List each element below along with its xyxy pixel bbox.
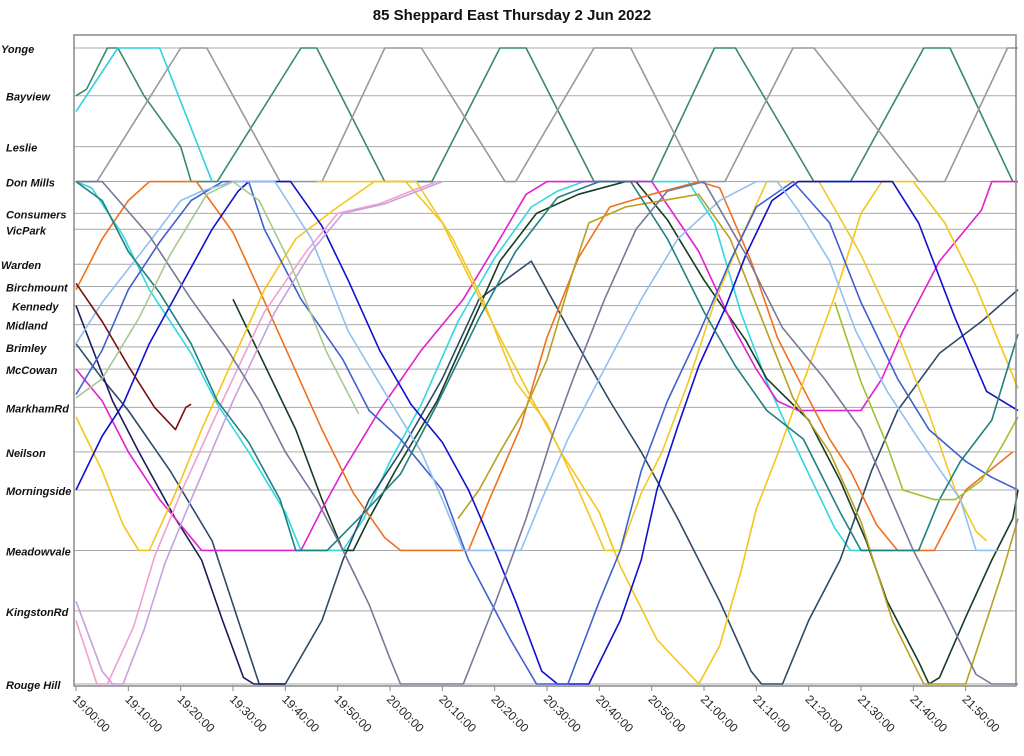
- vehicle-trace-2: [76, 47, 1018, 183]
- vehicle-trace-3: [75, 47, 213, 182]
- stop-label: Neilson: [6, 448, 46, 460]
- vehicle-trace-10: [75, 180, 1019, 685]
- x-tick-label: 21:30:00: [855, 692, 898, 735]
- x-tick-label: 19:20:00: [175, 692, 218, 735]
- x-tick-label: 21:10:00: [750, 692, 793, 735]
- vehicle-trace-14: [75, 180, 1019, 685]
- x-tick-label: 21:20:00: [803, 692, 846, 735]
- x-tick-label: 21:40:00: [907, 692, 950, 735]
- stop-label: Birchmount: [6, 283, 69, 295]
- stop-label: MarkhamRd: [6, 403, 69, 415]
- vehicle-trace-21: [834, 302, 1019, 501]
- x-tick-label: 20:00:00: [384, 692, 427, 735]
- stop-label: Brimley: [6, 343, 47, 355]
- vehicle-trace-8: [75, 180, 1018, 552]
- x-tick-label: 21:00:00: [698, 692, 741, 735]
- vehicle-trace-15: [75, 180, 998, 552]
- vehicle-trace-13: [75, 180, 1019, 685]
- stop-label: Rouge Hill: [6, 680, 61, 692]
- stop-labels: Yonge Bayview Leslie Don Mills Consumers VicP…: [1, 44, 71, 692]
- vehicle-trace-20: [75, 282, 192, 431]
- vehicle-trace-4: [75, 180, 893, 552]
- stop-label: McCowan: [6, 365, 58, 377]
- plot-frame: [73, 34, 1017, 687]
- stop-label: VicPark: [6, 225, 47, 237]
- x-tick-label: 19:10:00: [122, 692, 165, 735]
- stop-label: Bayview: [6, 92, 51, 104]
- stop-label: Yonge: [1, 44, 34, 56]
- x-tick-label: 20:20:00: [489, 692, 532, 735]
- stop-label: Kennedy: [12, 302, 59, 314]
- vehicle-trace-1: [75, 47, 1014, 183]
- vehicle-trace-16: [75, 180, 438, 685]
- vehicle-trace-9: [75, 180, 1014, 552]
- stop-label: Morningside: [6, 486, 71, 498]
- vehicle-trace-18: [75, 180, 1019, 552]
- x-tick-label: 20:10:00: [436, 692, 479, 735]
- vehicle-trace-7: [232, 180, 1019, 685]
- vehicle-trace-5: [75, 260, 1019, 685]
- vehicle-trace-6: [75, 305, 286, 685]
- stop-label: Meadowvale: [6, 546, 71, 558]
- x-tick-label: 20:50:00: [646, 692, 689, 735]
- stop-label: Midland: [6, 321, 48, 333]
- vehicle-traces: [75, 47, 1019, 685]
- x-tick-label: 19:40:00: [279, 692, 322, 735]
- stop-label: KingstonRd: [6, 607, 69, 619]
- stop-label: Leslie: [6, 143, 37, 155]
- vehicle-trace-12: [457, 193, 1019, 685]
- x-tick-label: 21:50:00: [960, 692, 1003, 735]
- vehicle-trace-19: [76, 180, 1018, 685]
- x-tick-label: 20:30:00: [541, 692, 584, 735]
- time-axis: 19:00:00 19:10:00 19:20:00 19:30:00 19:40:00…: [70, 686, 1003, 735]
- vehicle-trace-22: [75, 180, 360, 415]
- vehicle-trace-17: [75, 180, 443, 685]
- x-tick-label: 19:50:00: [332, 692, 375, 735]
- stop-label: Don Mills: [6, 178, 55, 190]
- vehicle-trace-11: [316, 180, 988, 552]
- x-tick-label: 20:40:00: [593, 692, 636, 735]
- x-tick-label: 19:00:00: [70, 692, 113, 735]
- stop-label: Warden: [1, 260, 41, 272]
- chart-title: 85 Sheppard East Thursday 2 Jun 2022: [373, 7, 651, 24]
- stop-label: Consumers: [6, 209, 67, 221]
- x-tick-label: 19:30:00: [227, 692, 270, 735]
